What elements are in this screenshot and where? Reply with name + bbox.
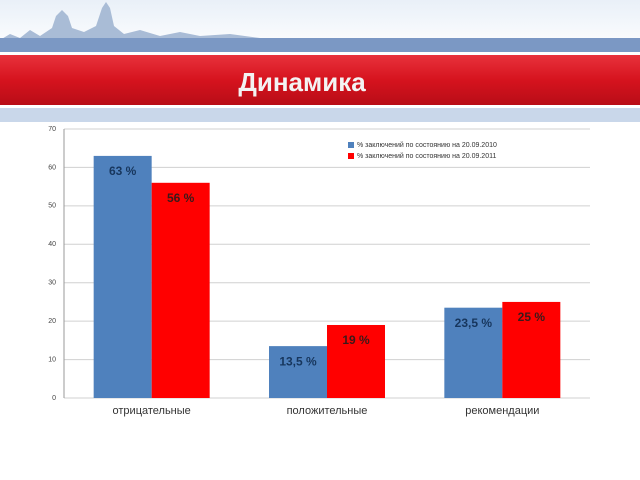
- y-tick-label: 60: [48, 164, 56, 171]
- data-label: 13,5 %: [279, 354, 317, 368]
- y-tick-label: 20: [48, 318, 56, 325]
- legend-label: % заключений по состоянию на 20.09.2010: [357, 141, 497, 149]
- x-tick-label: отрицательные: [113, 405, 191, 417]
- bar: [502, 301, 561, 398]
- skyline-band: [0, 38, 640, 52]
- x-tick-label: рекомендации: [465, 405, 539, 417]
- bar: [444, 307, 503, 398]
- legend-swatch: [348, 142, 354, 148]
- bar: [327, 324, 385, 398]
- data-label: 63 %: [109, 164, 137, 178]
- y-tick-label: 70: [48, 126, 56, 133]
- y-tick-label: 0: [52, 395, 56, 402]
- data-label: 23,5 %: [455, 316, 493, 330]
- data-label: 56 %: [167, 191, 195, 205]
- data-label: 25 %: [518, 310, 546, 324]
- bar: [151, 182, 210, 398]
- title-banner: [0, 55, 640, 105]
- y-tick-label: 30: [48, 280, 56, 287]
- chart-title: Динамика: [238, 67, 366, 97]
- data-label: 19 %: [342, 333, 370, 347]
- legend-label: % заключений по состоянию на 20.09.2011: [357, 152, 496, 160]
- y-tick-label: 50: [48, 203, 56, 210]
- plot: 0 10 20 30 40 50 60 70 отрицательные 63 % 56 % поло…: [48, 126, 590, 417]
- legend-swatch: [348, 153, 354, 159]
- y-tick-label: 10: [48, 356, 56, 363]
- x-tick-label: положительные: [287, 405, 368, 417]
- bar: [93, 155, 152, 398]
- stripe: [0, 108, 640, 122]
- y-tick-label: 40: [48, 241, 56, 248]
- bar: [269, 346, 327, 398]
